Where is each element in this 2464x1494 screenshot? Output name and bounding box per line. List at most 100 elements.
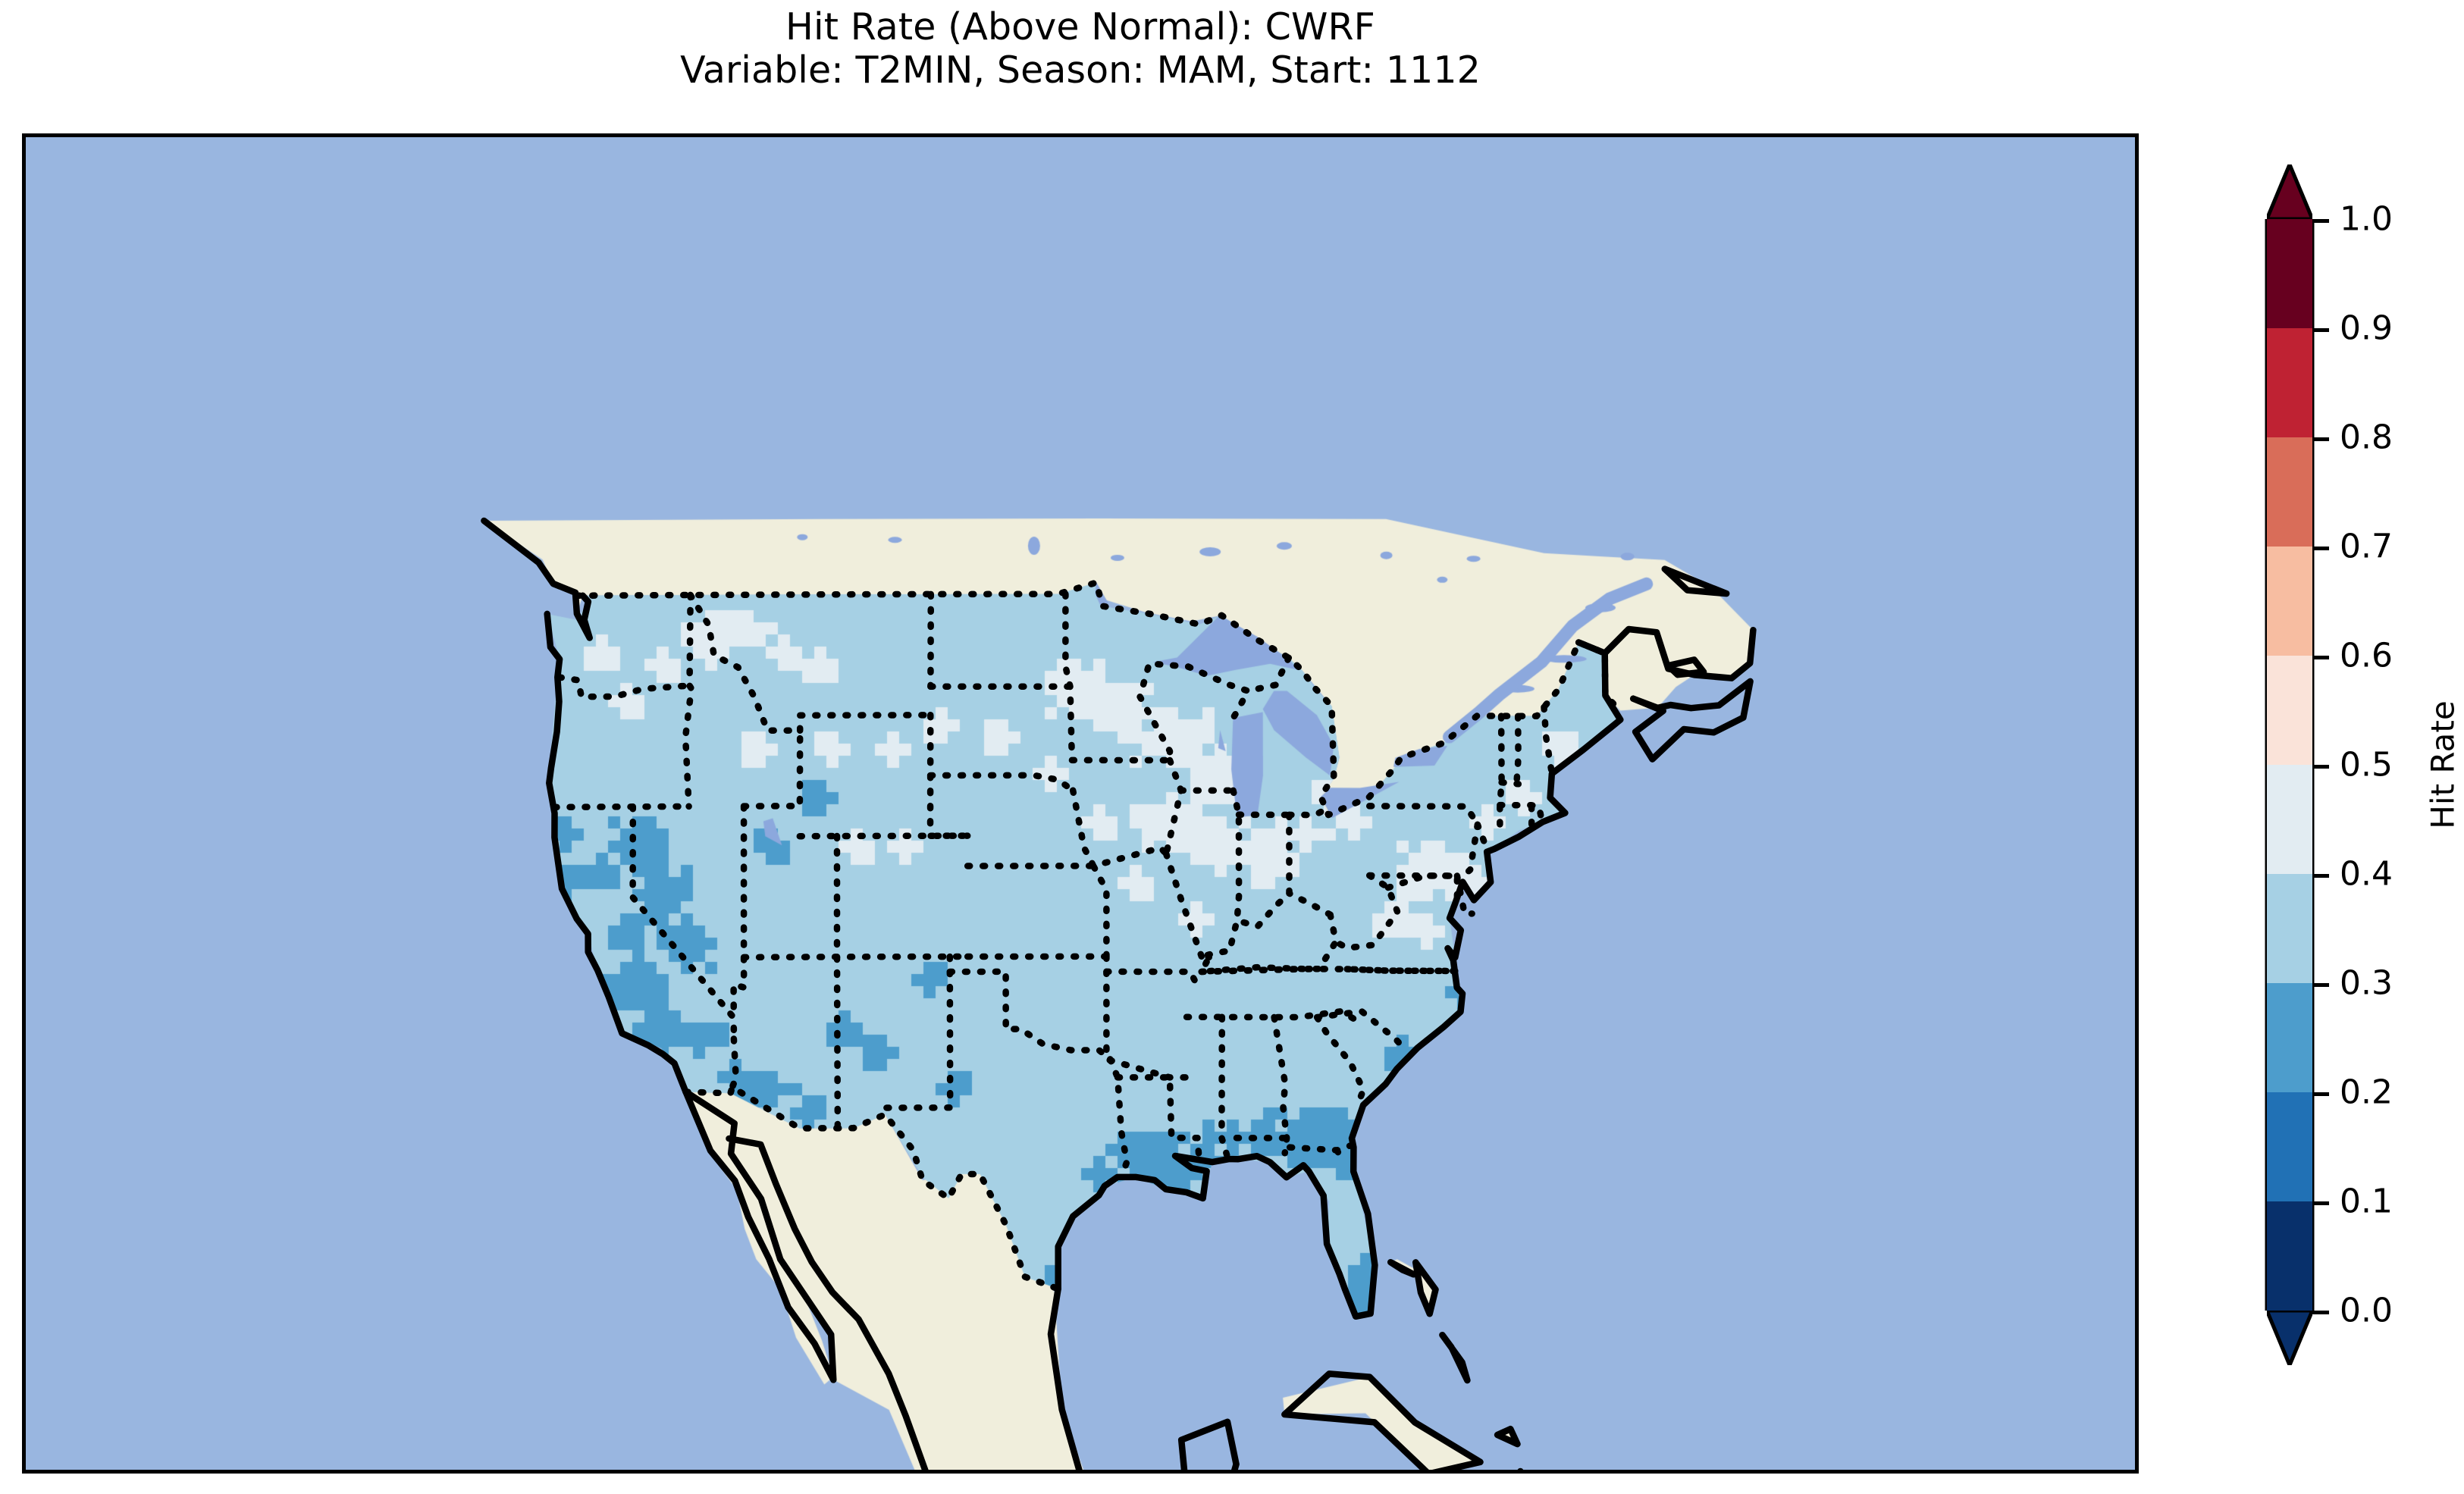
state-border-fl-peninsula <box>1337 1151 1340 1157</box>
state-border-ar-mo <box>1106 972 1198 987</box>
colorbar-extend-min-arrow <box>2267 1311 2312 1365</box>
state-border-id-ut-wy <box>744 731 800 807</box>
border-us-canada <box>577 583 1620 816</box>
state-border-mn-ia-wi <box>1072 663 1188 760</box>
colorbar-tick-7 <box>2312 547 2329 550</box>
state-border-sc-nc <box>1317 1011 1406 1051</box>
state-border-id-mt <box>691 595 800 731</box>
state-border-in-oh <box>1237 815 1290 926</box>
map-canvas <box>26 137 2135 1470</box>
colorbar-band-8 <box>2267 327 2312 437</box>
state-border-mo-il-ky <box>1166 854 1209 973</box>
state-border-pa-ny <box>1369 806 1478 825</box>
state-border-sd-ne <box>930 775 1073 791</box>
colorbar-tick-4 <box>2312 874 2329 878</box>
colorbar-band-9 <box>2267 218 2312 328</box>
state-border-wa-or <box>560 678 690 697</box>
state-border-ok-tx <box>950 972 1110 1060</box>
state-border-tx-la <box>1110 1059 1127 1177</box>
colorbar-tick-label-7: 0.7 <box>2340 528 2393 566</box>
state-border-ut-co-az-nm <box>837 836 838 1128</box>
colorbar-band-7 <box>2267 437 2312 547</box>
colorbar-tick-label-6: 0.6 <box>2340 637 2393 675</box>
coastline-east-gulf <box>1058 643 1621 1317</box>
state-border-ga-sc-nc <box>1317 1017 1363 1105</box>
state-border-ny-ma-vt <box>1502 782 1519 784</box>
state-border-ia-il-wi <box>1166 760 1181 854</box>
colorbar-tick-label-8: 0.8 <box>2340 418 2393 457</box>
colorbar-tick-2 <box>2312 1092 2329 1096</box>
coastline-mexico-gulf <box>1051 1289 1237 1470</box>
state-border-il-in-ky <box>1202 791 1239 957</box>
colorbar-band-4 <box>2267 764 2312 874</box>
colorbar-tick-0 <box>2312 1311 2329 1314</box>
colorbar-tick-6 <box>2312 656 2329 659</box>
state-border-ky-wv-va <box>1202 915 1336 972</box>
colorbar-tick-label-5: 0.5 <box>2340 746 2393 785</box>
colorbar-tick-label-10: 1.0 <box>2340 200 2393 239</box>
border-us-mexico <box>686 1087 1058 1289</box>
colorbar-tick-1 <box>2312 1201 2329 1205</box>
colorbar-tick-label-0: 0.0 <box>2340 1292 2393 1330</box>
colorbar-band-6 <box>2267 546 2312 656</box>
colorbar-axis-label: Hit Rate <box>2425 700 2462 828</box>
state-border-ca-nv <box>633 807 734 1038</box>
state-border-oh-wv-ky <box>1290 894 1331 915</box>
coastline-caribbean-1 <box>1390 1262 1413 1274</box>
state-border-nh-me <box>1544 707 1552 774</box>
state-border-wi-mi <box>1188 667 1248 719</box>
coastline-island-0 <box>1668 659 1704 675</box>
state-border-mn-nd-sd <box>1065 594 1072 760</box>
state-border-nm-tx <box>883 957 950 1114</box>
colorbar-tick-5 <box>2312 765 2329 769</box>
state-border-pa-nj <box>1462 825 1478 876</box>
state-border-ny-nj <box>1478 825 1487 849</box>
state-border-id-wa-or <box>685 595 691 807</box>
colorbar-band-1 <box>2267 1092 2312 1201</box>
colorbar-band-3 <box>2267 873 2312 983</box>
state-border-al-ga <box>1274 1017 1287 1153</box>
colorbar-extend-max-arrow <box>2267 164 2312 219</box>
state-border-oh-mi <box>1289 812 1321 815</box>
state-border-vt-nh <box>1516 716 1518 785</box>
colorbar-tick-9 <box>2312 328 2329 332</box>
state-border-nv-ut-az <box>734 807 745 1018</box>
page-title: Hit Rate (Above Normal): CWRF Variable: … <box>0 6 2161 92</box>
coastline-caribbean-2 <box>1415 1262 1435 1314</box>
coastline-island-1 <box>1665 569 1726 594</box>
state-border-mt-wy <box>800 715 930 716</box>
map-panel <box>22 133 2139 1474</box>
coastline-british-columbia <box>484 521 589 638</box>
title-line-2: Variable: T2MIN, Season: MAM, Start: 111… <box>0 49 2161 92</box>
colorbar-tick-8 <box>2312 437 2329 441</box>
colorbar-tick-label-9: 0.9 <box>2340 309 2393 348</box>
colorbar-tick-label-1: 0.1 <box>2340 1182 2393 1221</box>
geography-overlay-layer <box>26 137 2135 1470</box>
state-border-ga-fl <box>1237 1138 1350 1150</box>
state-border-ok-ar-mo <box>1106 957 1188 1078</box>
state-border-wy-co-ut <box>800 836 967 837</box>
coastline-mexico-pacific <box>729 1139 1149 1470</box>
state-border-ny-vt-ma-ct <box>1500 716 1501 837</box>
coastline-nova-scotia <box>1633 681 1750 760</box>
colorbar-tick-label-3: 0.3 <box>2340 964 2393 1003</box>
colorbar-tick-label-2: 0.2 <box>2340 1073 2393 1112</box>
colorbar-band-0 <box>2267 1201 2312 1311</box>
state-border-ca-az <box>732 1039 736 1088</box>
state-border-mi-upper <box>1248 658 1289 691</box>
state-border-ia-mo-ne <box>1073 791 1166 866</box>
coastline-baja <box>686 1092 834 1380</box>
coastline-caribbean-0 <box>1284 1373 1480 1470</box>
colorbar-band-5 <box>2267 655 2312 765</box>
colorbar-tick-label-4: 0.4 <box>2340 855 2393 894</box>
colorbar[interactable]: Hit Rate 0.0 0.1 0.2 0.3 0.4 0.5 0.6 0.7 0.8 0.9 1… <box>2267 219 2312 1311</box>
colorbar-tick-3 <box>2312 983 2329 987</box>
coastline-caribbean-3 <box>1442 1335 1467 1380</box>
colorbar-band-2 <box>2267 982 2312 1092</box>
title-line-1: Hit Rate (Above Normal): CWRF <box>0 6 2161 49</box>
state-border-la-ar-ms <box>1118 1077 1199 1162</box>
colorbar-tick-10 <box>2312 219 2329 223</box>
state-border-ms-al <box>1221 1017 1227 1156</box>
coastline-caribbean-4 <box>1497 1429 1517 1444</box>
state-border-ok-ks-mo <box>1093 866 1106 957</box>
